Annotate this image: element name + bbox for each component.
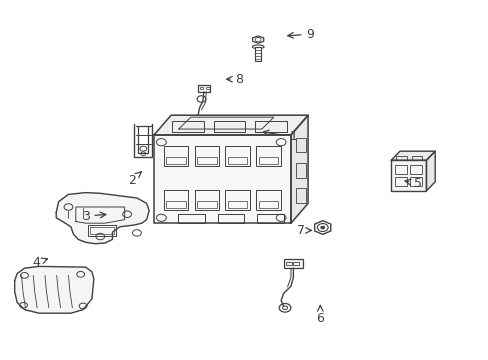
Bar [217, 214, 244, 223]
Text: 5: 5 [404, 177, 421, 190]
Polygon shape [390, 151, 434, 160]
Text: 7: 7 [296, 224, 311, 237]
Circle shape [320, 226, 324, 229]
Bar [166, 157, 185, 164]
Bar [178, 214, 205, 223]
Bar [256, 146, 280, 166]
Bar [295, 163, 305, 178]
Bar [90, 227, 114, 234]
Bar [154, 135, 290, 223]
Bar [205, 87, 209, 89]
Bar [256, 214, 283, 223]
Bar [295, 189, 305, 203]
Bar [285, 262, 291, 265]
Bar [225, 190, 249, 210]
Bar [395, 156, 406, 160]
Bar [213, 121, 245, 132]
Text: 8: 8 [226, 73, 243, 86]
Bar [394, 165, 406, 174]
Bar [197, 201, 216, 208]
Bar [390, 160, 426, 191]
Text: 4: 4 [33, 256, 47, 269]
Polygon shape [290, 115, 307, 223]
Text: 9: 9 [287, 28, 314, 41]
Bar [163, 190, 188, 210]
Bar [172, 121, 203, 132]
Bar [409, 177, 421, 186]
Bar [256, 190, 280, 210]
Bar [163, 146, 188, 166]
Bar [194, 190, 219, 210]
Bar [166, 201, 185, 208]
Bar [198, 85, 210, 92]
Polygon shape [56, 193, 149, 244]
Bar [255, 47, 261, 61]
Bar [197, 157, 216, 164]
Bar [258, 201, 278, 208]
Bar [394, 177, 406, 186]
Text: 2: 2 [128, 172, 141, 186]
Bar [295, 138, 305, 153]
Bar [293, 262, 299, 265]
Bar [199, 87, 203, 89]
Text: 6: 6 [316, 306, 324, 325]
Bar [411, 156, 422, 160]
Bar [225, 146, 249, 166]
Bar [194, 146, 219, 166]
Bar [88, 225, 116, 236]
Text: 1: 1 [263, 130, 297, 143]
Bar [227, 157, 247, 164]
Bar [227, 201, 247, 208]
Polygon shape [426, 151, 434, 191]
Bar [283, 259, 303, 268]
Bar [409, 165, 421, 174]
Text: 3: 3 [81, 210, 105, 222]
Bar [258, 157, 278, 164]
Polygon shape [154, 115, 307, 135]
Bar [255, 121, 286, 132]
Polygon shape [15, 266, 94, 313]
